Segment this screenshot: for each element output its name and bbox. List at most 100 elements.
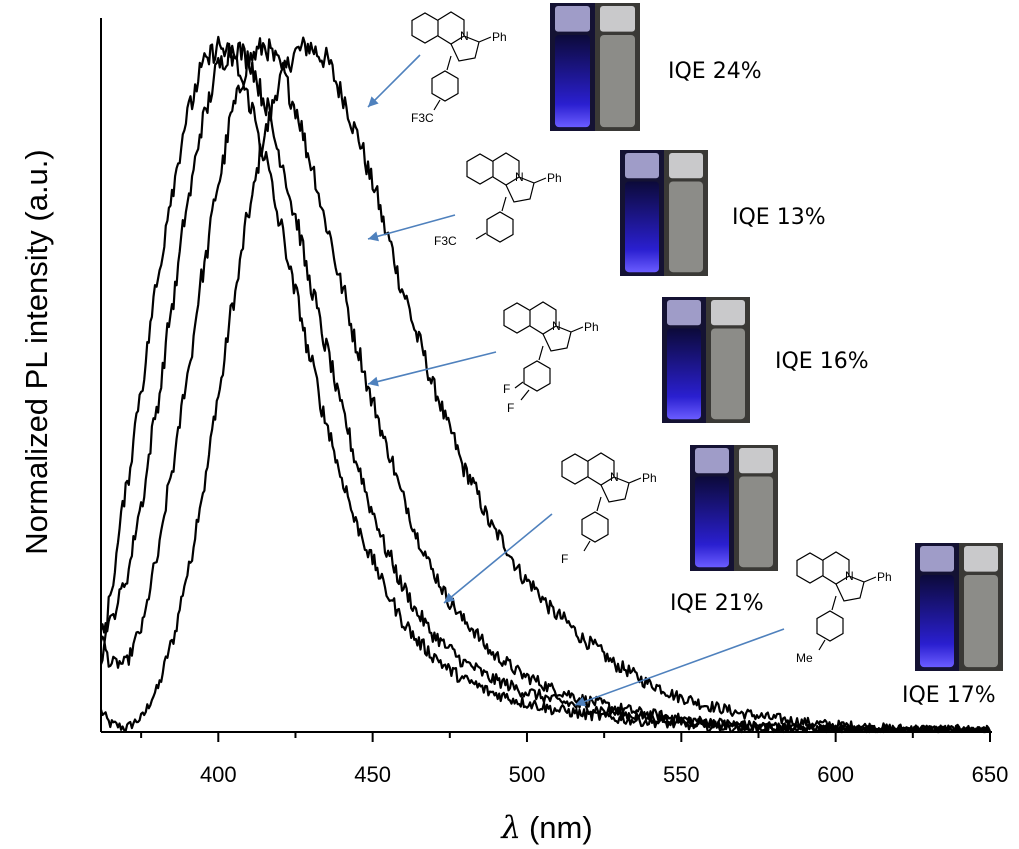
aryl-bond (538, 345, 544, 361)
nitrogen-label: N (552, 319, 561, 333)
substituent-bond (514, 381, 524, 389)
vial-body-uv (920, 575, 954, 668)
pointer-arrow-line (367, 351, 497, 385)
pyrrole-ring (505, 176, 535, 203)
substituent-label: Me (796, 651, 813, 665)
pyrrole-ring (450, 35, 480, 62)
dihydro-ring (587, 452, 615, 486)
nitrogen-label: N (515, 170, 524, 184)
vial-body-uv (695, 476, 729, 568)
ph-bond (628, 477, 642, 484)
dihydro-ring (437, 11, 465, 45)
pointer-arrow-head (575, 696, 587, 707)
phenyl-label: Ph (584, 320, 599, 334)
substituent-label: F3C (411, 111, 434, 125)
x-tick-label: 600 (817, 762, 854, 787)
annotation-2: N Ph F3C IQE 13% (367, 150, 826, 276)
vial-cap-uv (695, 448, 729, 474)
nitrogen-label: N (460, 29, 469, 43)
spectrum-line-4 (99, 35, 991, 734)
substituent-bond (583, 540, 591, 552)
ph-bond (570, 326, 584, 333)
benzene-ring (503, 302, 531, 334)
vial-body-uv (625, 181, 659, 273)
phenyl-label: Ph (492, 30, 507, 44)
substituent-bond (433, 99, 441, 111)
x-tick-label: 500 (509, 762, 546, 787)
vial-body-daylight (964, 575, 998, 668)
substituent-label: F (503, 382, 510, 396)
benzene-ring (796, 552, 824, 584)
pointer-arrow-head (444, 592, 455, 603)
pyrrole-ring (542, 325, 572, 352)
ph-bond (533, 177, 547, 184)
pointer-arrow-line (367, 214, 456, 240)
benzene-ring (411, 12, 439, 44)
x-axis-unit: (nm) (529, 810, 593, 845)
vial-body-daylight (711, 328, 745, 420)
vial-cap-daylight (711, 300, 745, 326)
substituent-label: F (561, 552, 568, 566)
ph-bond (863, 576, 877, 583)
x-tick-labels: 400 450 500 550 600 650 (200, 762, 1008, 787)
aryl-ring (581, 511, 609, 543)
x-axis-symbol: λ (499, 810, 521, 846)
vial-body-uv (667, 328, 701, 420)
iqe-label: IQE 13% (732, 205, 826, 230)
ph-bond (478, 36, 492, 43)
iqe-label: IQE 21% (670, 591, 764, 616)
aryl-ring (431, 70, 459, 102)
aryl-bond (831, 595, 837, 611)
annotation-1: N Ph F3C IQE 24% (367, 3, 762, 131)
dihydro-ring (822, 551, 850, 585)
iqe-label: IQE 24% (668, 59, 762, 84)
y-axis-title: Normalized PL intensity (a.u.) (19, 149, 54, 554)
vial-cap-daylight (739, 448, 773, 474)
x-tick-label: 650 (972, 762, 1009, 787)
x-tick-label: 400 (200, 762, 237, 787)
vial-body-daylight (600, 35, 635, 128)
vial-cap-daylight (964, 546, 998, 572)
spectra-series (99, 35, 992, 734)
annotation-3: N Ph FF IQE 16% (367, 297, 869, 423)
iqe-label: IQE 17% (902, 683, 996, 708)
vial-cap-daylight (669, 153, 703, 179)
substituent-bond (818, 639, 826, 651)
aryl-ring (523, 360, 551, 392)
vial-cap-uv (667, 300, 701, 326)
aryl-bond (501, 196, 507, 212)
pointer-arrow-line (574, 628, 785, 706)
benzene-ring (466, 153, 494, 185)
pyrrole-ring (600, 476, 630, 503)
spectrum-line-2 (99, 37, 991, 734)
dihydro-ring (492, 152, 520, 186)
substituent-bond (475, 232, 487, 240)
vial-body-daylight (669, 181, 703, 273)
phenyl-label: Ph (877, 570, 892, 584)
aryl-bond (446, 55, 452, 71)
vial-cap-uv (555, 6, 590, 32)
vial-cap-uv (920, 546, 954, 572)
aryl-ring (486, 211, 514, 243)
vial-body-uv (555, 35, 590, 128)
x-axis-title: λ (nm) (499, 810, 592, 846)
iqe-label: IQE 16% (775, 349, 869, 374)
aryl-ring (816, 610, 844, 642)
pointer-arrow-head (368, 96, 379, 107)
annotation-5: N Ph Me IQE 17% (574, 543, 1003, 708)
pointer-arrow-line (443, 513, 553, 604)
vial-cap-uv (625, 153, 659, 179)
phenyl-label: Ph (547, 171, 562, 185)
substituent2-bond (520, 389, 530, 401)
substituent2-label: F (507, 401, 514, 415)
pointer-arrow-head (368, 231, 379, 242)
axes (100, 18, 992, 733)
nitrogen-label: N (610, 470, 619, 484)
pointer-arrow-line (367, 54, 421, 108)
x-tick-label: 550 (663, 762, 700, 787)
phenyl-label: Ph (642, 471, 657, 485)
aryl-bond (596, 496, 602, 512)
vial-body-daylight (739, 476, 773, 568)
